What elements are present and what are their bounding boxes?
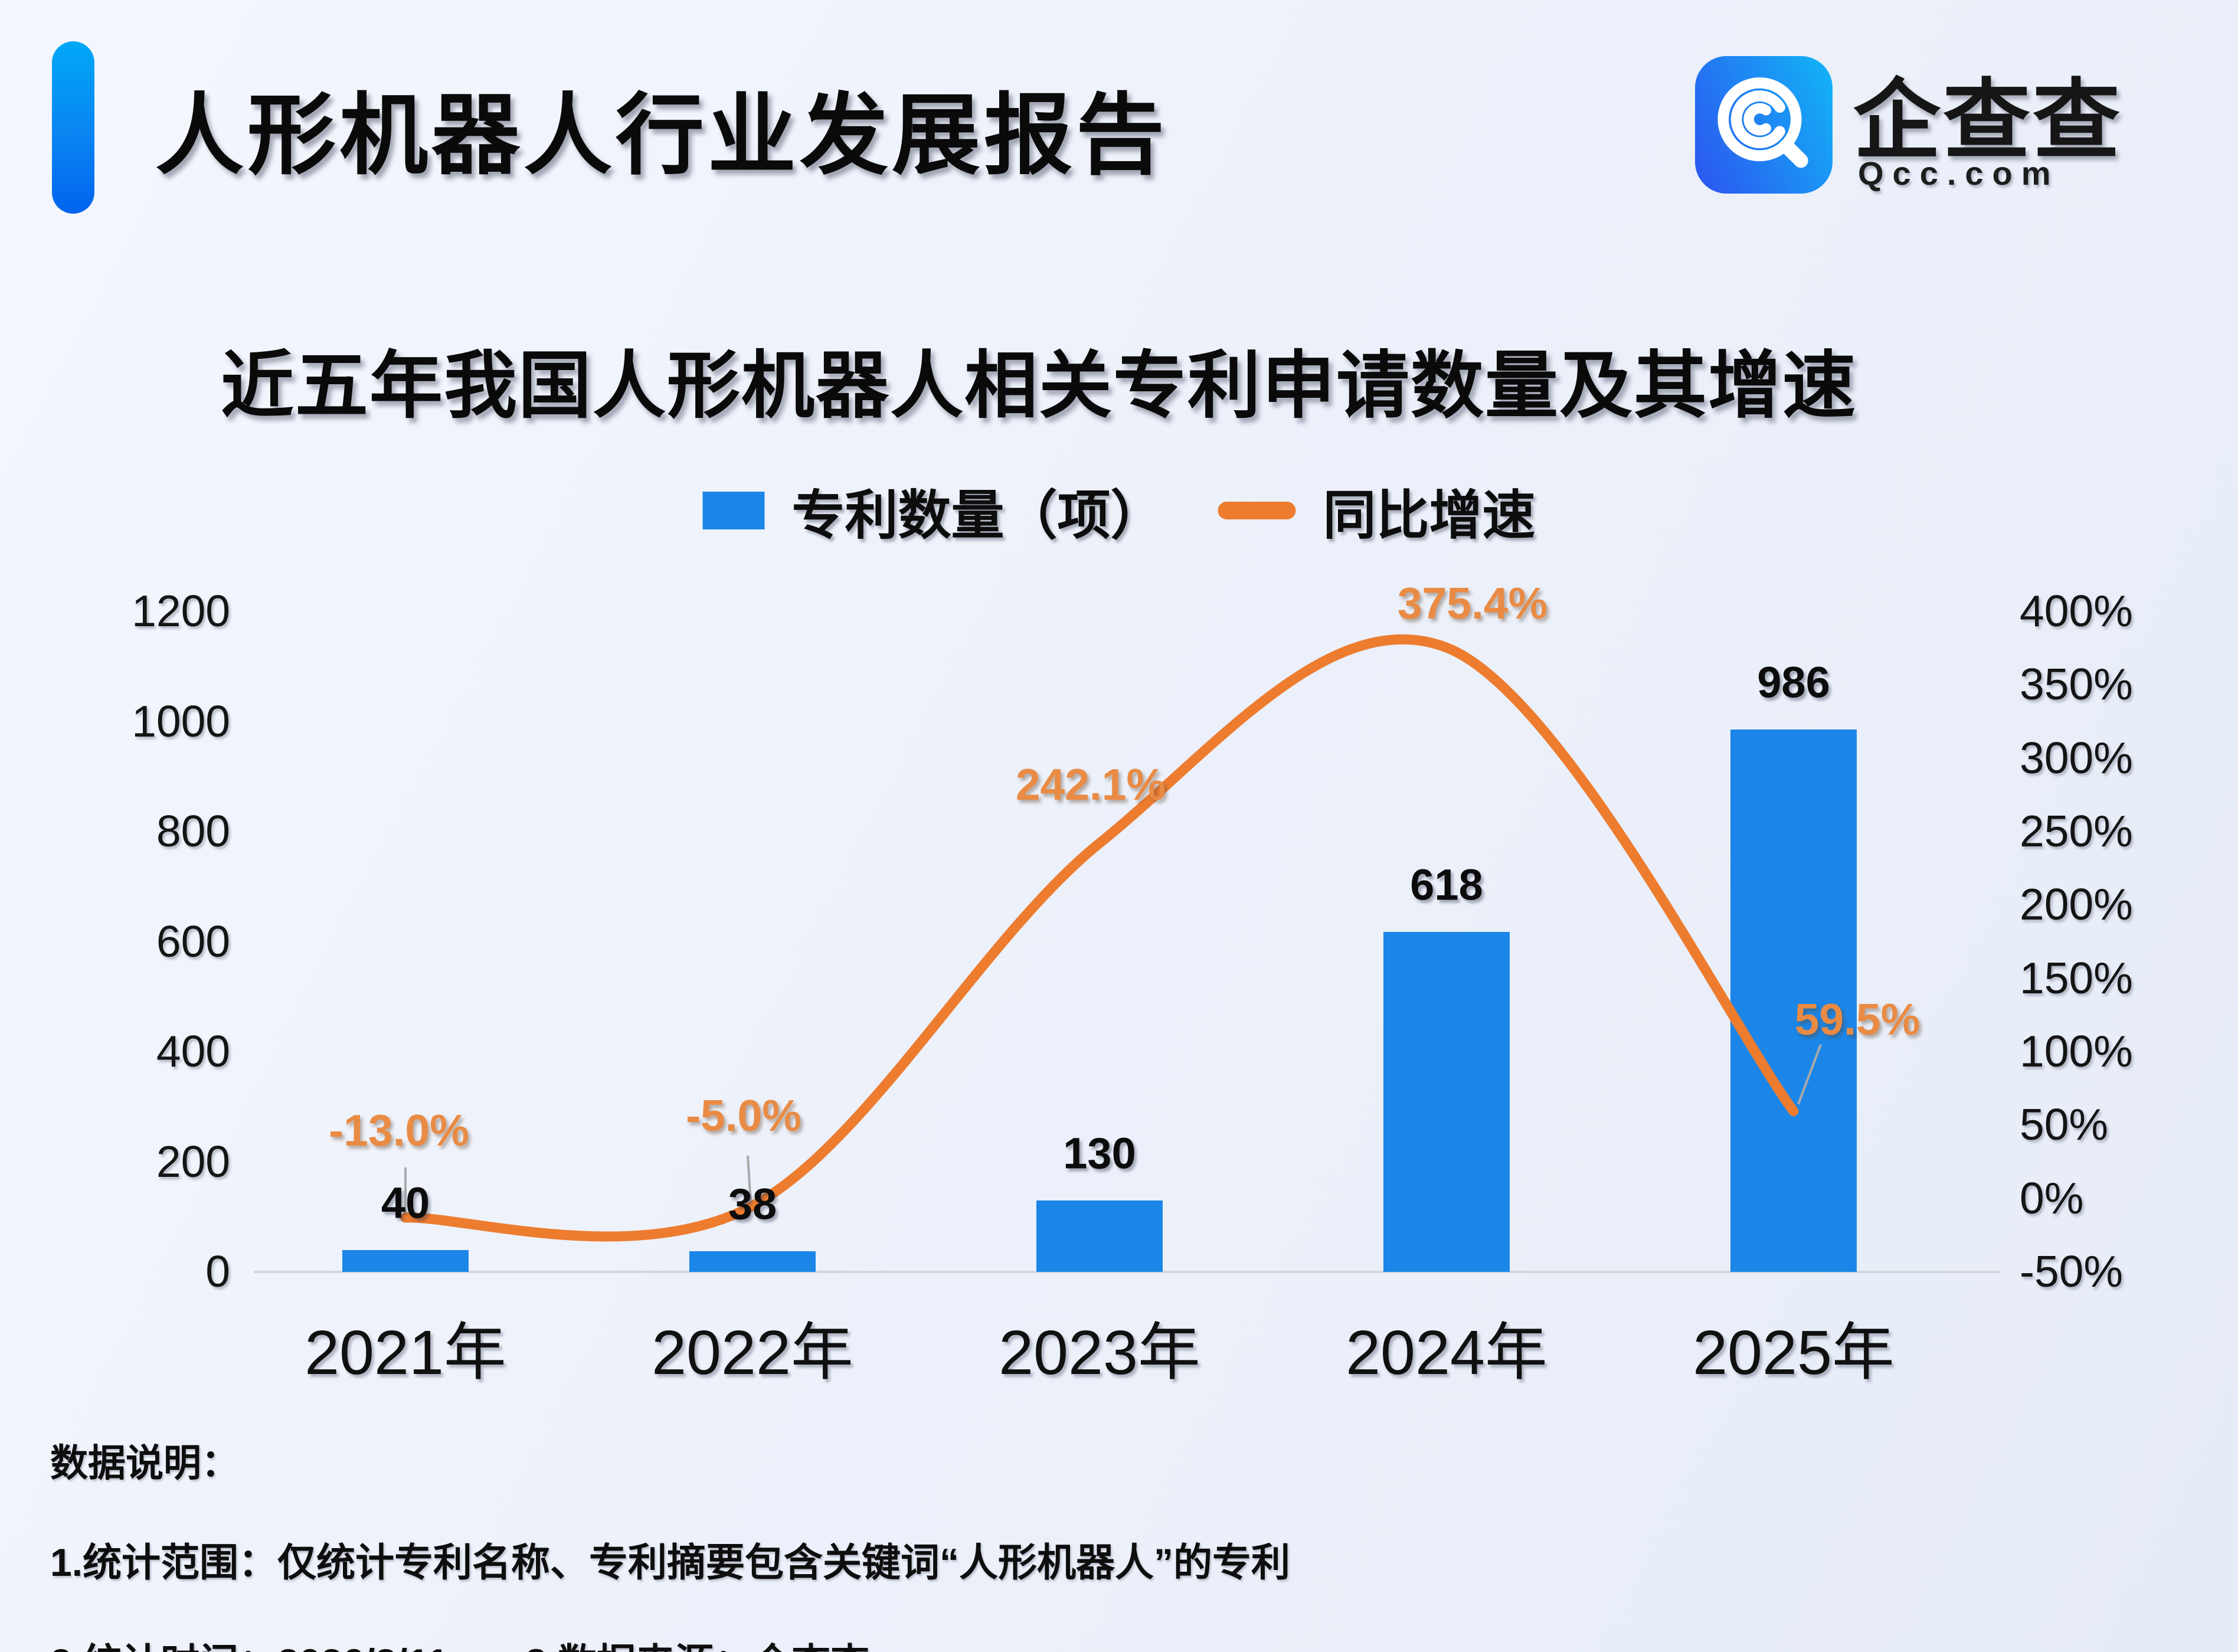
right-axis-tick: 150%	[2020, 953, 2133, 1003]
data-notes: 数据说明： 1.统计范围：仅统计专利名称、专利摘要包含关键词“人形机器人”的专利…	[50, 1433, 1290, 1652]
bar-2021年	[342, 1249, 469, 1272]
growth-line	[400, 634, 1799, 1242]
bar-2022年	[689, 1251, 816, 1272]
bar-2024年	[1383, 931, 1510, 1272]
growth-value-label: 242.1%	[1015, 759, 1166, 809]
qcc-magnifier-icon	[1695, 56, 1833, 194]
notes-line-1: 1.统计范围：仅统计专利名称、专利摘要包含关键词“人形机器人”的专利	[50, 1540, 1291, 1584]
growth-value-label: 59.5%	[1794, 994, 1920, 1044]
x-axis-line	[254, 1271, 2001, 1273]
right-axis-tick: 0%	[2020, 1173, 2084, 1223]
legend-line-swatch	[1218, 502, 1296, 519]
x-axis-label: 2024年	[1346, 1318, 1547, 1388]
notes-heading: 数据说明：	[50, 1442, 239, 1484]
left-axis-tick: 200	[156, 1136, 230, 1186]
bar-2023年	[1036, 1200, 1163, 1272]
left-axis-tick: 0	[205, 1247, 230, 1296]
growth-value-label: -13.0%	[329, 1105, 469, 1155]
right-axis-tick: 400%	[2020, 586, 2133, 636]
growth-value-label: 375.4%	[1397, 578, 1548, 629]
right-axis-tick: -50%	[2020, 1247, 2124, 1296]
bar-value-label: 130	[1063, 1128, 1136, 1178]
x-axis-label: 2025年	[1693, 1318, 1895, 1388]
left-axis-tick: 800	[156, 806, 230, 856]
x-axis-label: 2023年	[999, 1318, 1200, 1388]
legend-line-label: 同比增速	[1323, 486, 1536, 545]
page-title: 人形机器人行业发展报告	[155, 86, 1169, 185]
brand-domain: Qcc.com	[1858, 155, 2060, 192]
notes-line-2: 2.统计时间：2026/2/11 3.数据来源：企查查	[50, 1631, 1290, 1652]
bar-2025年	[1730, 729, 1857, 1272]
left-axis-tick: 600	[156, 916, 230, 966]
x-axis-label: 2022年	[652, 1318, 853, 1388]
x-axis-label: 2021年	[305, 1318, 506, 1388]
growth-value-label: -5.0%	[686, 1091, 801, 1141]
label-leader-line	[747, 1155, 752, 1204]
legend-bar-swatch	[702, 492, 765, 529]
left-axis-tick: 400	[156, 1026, 230, 1076]
notes-stat-time: 2.统计时间：2026/2/11	[50, 1641, 449, 1652]
bar-value-label: 986	[1757, 657, 1830, 707]
chart-legend: 专利数量（项） 同比增速	[702, 466, 1536, 555]
bar-value-label: 38	[728, 1179, 777, 1229]
left-axis-tick: 1200	[132, 586, 230, 636]
label-leader-line	[1797, 1044, 1822, 1105]
right-axis-tick: 300%	[2020, 732, 2133, 783]
notes-data-source: 3.数据来源：企查查	[525, 1641, 869, 1652]
right-axis-tick: 250%	[2020, 806, 2133, 856]
left-axis-tick: 1000	[132, 696, 230, 746]
right-axis-tick: 50%	[2020, 1100, 2109, 1150]
brand-block: 企查查 Qcc.com	[1695, 56, 2203, 210]
bar-value-label: 618	[1410, 860, 1483, 910]
brand-name: 企查查	[1853, 72, 2122, 169]
chart-title: 近五年我国人形机器人相关专利申请数量及其增速	[220, 345, 1857, 427]
right-axis-tick: 100%	[2020, 1026, 2133, 1076]
bar-value-label: 40	[381, 1178, 430, 1228]
title-accent-bar	[52, 41, 94, 214]
right-axis-tick: 350%	[2020, 659, 2133, 709]
legend-bar-label: 专利数量（项）	[791, 486, 1164, 545]
right-axis-tick: 200%	[2020, 879, 2133, 930]
